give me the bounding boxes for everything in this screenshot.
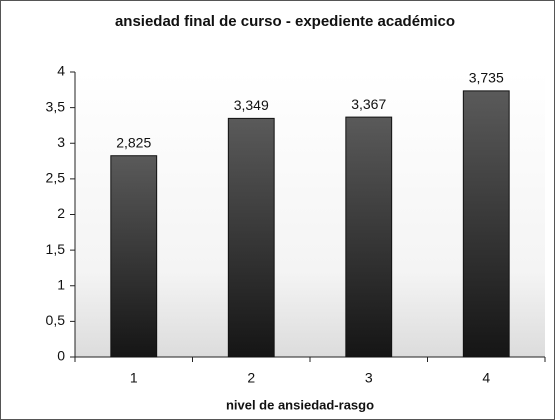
bar <box>110 155 158 358</box>
bar <box>462 90 510 358</box>
y-tick-label: 2 <box>57 205 65 221</box>
data-label: 3,735 <box>469 70 504 86</box>
y-tick-label: 4 <box>57 63 65 79</box>
chart-title: ansiedad final de curso - expediente aca… <box>115 13 455 30</box>
y-tick-label: 0 <box>57 348 65 364</box>
y-tick-label: 1,5 <box>46 241 66 257</box>
data-label: 2,825 <box>116 134 151 150</box>
y-tick-label: 0,5 <box>46 312 66 328</box>
data-label: 3,367 <box>351 96 386 112</box>
y-tick-label: 2,5 <box>46 170 66 186</box>
y-tick-label: 3,5 <box>46 98 66 114</box>
x-tick-label: 1 <box>130 370 138 386</box>
bar <box>345 116 393 358</box>
x-axis-label: nivel de ansiedad-rasgo <box>226 397 374 412</box>
y-tick-label: 3 <box>57 134 65 150</box>
bar <box>227 117 275 358</box>
x-tick-label: 3 <box>365 370 373 386</box>
x-tick-label: 4 <box>482 370 490 386</box>
x-tick-label: 2 <box>247 370 255 386</box>
y-tick-label: 1 <box>57 276 65 292</box>
data-label: 3,349 <box>234 97 269 113</box>
